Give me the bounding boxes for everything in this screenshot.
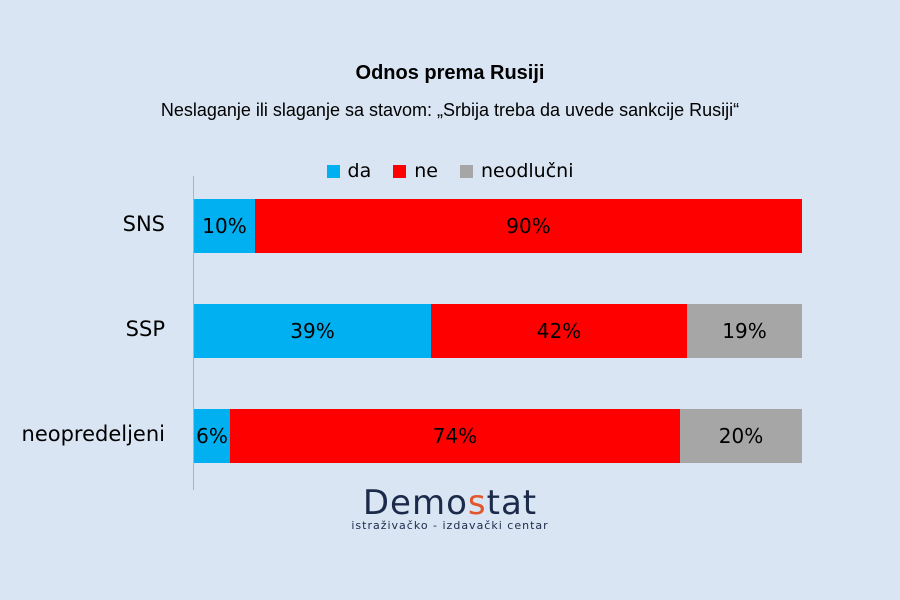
legend-label: ne	[414, 160, 438, 182]
legend-item-neodlucni: neodlučni	[459, 160, 574, 182]
bar-ssp: 39% 42% 19%	[194, 304, 802, 358]
bar-sns: 10% 90%	[194, 199, 802, 253]
chart-title: Odnos prema Rusiji	[355, 62, 545, 84]
bar-segment-ne: 74%	[230, 409, 680, 463]
legend-swatch-da	[326, 164, 340, 178]
bar-segment-da: 10%	[194, 199, 255, 253]
bar-segment-da: 6%	[194, 409, 230, 463]
category-label-ssp: SSP	[125, 317, 165, 341]
category-label-sns: SNS	[122, 212, 165, 236]
bar-segment-neodlucni: 19%	[687, 304, 802, 358]
bar-segment-neodlucni: 20%	[680, 409, 802, 463]
bar-segment-ne: 90%	[255, 199, 802, 253]
demostat-logo: Demostat istraživačko - izdavački centar	[0, 485, 900, 532]
bar-neopredeljeni: 6% 74% 20%	[194, 409, 802, 463]
bar-segment-ne: 42%	[431, 304, 687, 358]
category-axis	[193, 176, 194, 490]
logo-tagline: istraživačko - izdavački centar	[351, 519, 549, 532]
logo-wordmark: Demostat	[362, 483, 538, 523]
chart-subtitle: Neslaganje ili slaganje sa stavom: „Srbi…	[160, 100, 740, 120]
legend-swatch-ne	[393, 164, 407, 178]
legend-item-ne: ne	[393, 160, 438, 182]
legend-swatch-neodlucni	[459, 164, 473, 178]
legend-label: da	[347, 160, 372, 182]
category-label-neopredeljeni: neopredeljeni	[21, 422, 165, 446]
legend-label: neodlučni	[480, 160, 574, 182]
legend: da ne neodlučni	[0, 160, 900, 182]
legend-item-da: da	[326, 160, 372, 182]
bar-segment-da: 39%	[194, 304, 431, 358]
